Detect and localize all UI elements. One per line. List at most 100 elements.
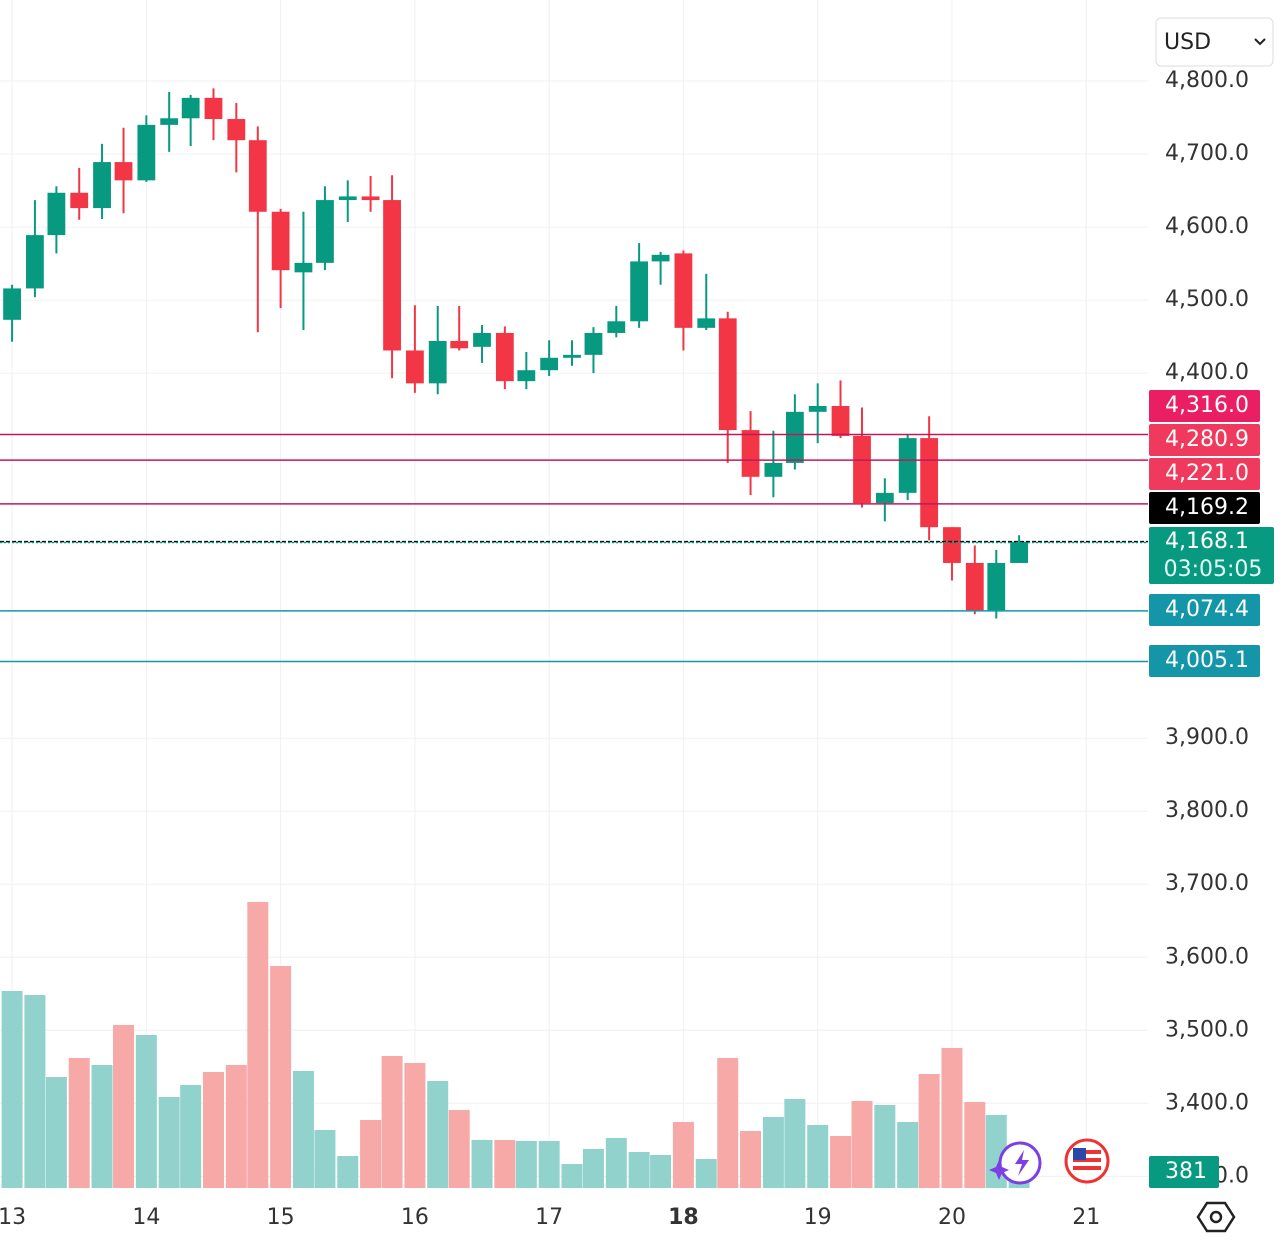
candle-body: [181, 97, 200, 119]
volume-bar: [381, 1055, 403, 1188]
price-line-box: [1149, 424, 1260, 456]
volume-bar: [270, 965, 292, 1188]
candle-body: [898, 438, 917, 493]
candle-body: [294, 262, 313, 273]
volume-label-box: [1149, 1156, 1219, 1188]
currency-select[interactable]: USD: [1155, 17, 1274, 67]
x-tick-label: 19: [804, 1205, 832, 1230]
volume-bar: [404, 1062, 426, 1188]
candle-body: [93, 162, 111, 209]
candle-body: [943, 527, 961, 563]
candle-body: [741, 430, 760, 477]
currency-box[interactable]: [1155, 17, 1274, 67]
y-tick-label: 3,900.0: [1165, 725, 1249, 750]
candle-body: [271, 211, 290, 271]
candle-body: [1010, 542, 1029, 563]
y-tick-label: 3,400.0: [1165, 1090, 1249, 1115]
x-tick-label: 14: [132, 1205, 160, 1230]
price-axis: 3,300.03,400.03,500.03,600.03,700.03,800…: [0, 68, 1274, 1230]
price-line-box: [1149, 594, 1260, 626]
hexagon: [1196, 1201, 1236, 1233]
price-line-label: 4,169.2: [1165, 495, 1249, 520]
candle-body: [630, 261, 649, 322]
candle-body: [450, 340, 469, 349]
volume-bar: [918, 1073, 940, 1188]
candle-body: [47, 192, 66, 236]
price-line-box: [1149, 645, 1260, 677]
volume-bar: [515, 1140, 537, 1188]
volume-bar: [448, 1110, 470, 1188]
y-tick-label: 4,800.0: [1165, 68, 1249, 93]
candles: [3, 88, 1029, 619]
y-tick-label: 4,400.0: [1165, 360, 1249, 385]
candle-body: [473, 332, 491, 347]
volume-bar: [897, 1122, 919, 1188]
candle-body: [495, 332, 514, 382]
candle-body: [137, 124, 156, 181]
volume-bar: [494, 1140, 516, 1188]
volume-bar: [605, 1137, 627, 1188]
volume-bar: [471, 1140, 493, 1188]
volume-bar: [628, 1152, 650, 1188]
price-line-label: 4,005.1: [1165, 648, 1249, 673]
volume-bar: [717, 1057, 739, 1188]
volume-bar: [45, 1077, 67, 1188]
candle-body: [674, 253, 693, 328]
dropdown-arrow: [1254, 38, 1266, 46]
candle-body: [160, 118, 179, 125]
candle-body: [204, 97, 223, 120]
volume-bar: [762, 1117, 784, 1188]
price-line-box: [1149, 390, 1260, 422]
price-line-label: 4,221.0: [1165, 461, 1249, 486]
volume-bar: [180, 1085, 202, 1188]
volume-bar: [695, 1158, 717, 1188]
volume-bar: [113, 1024, 135, 1188]
x-tick-label: 21: [1072, 1205, 1100, 1230]
candle-body: [405, 350, 424, 384]
volume-pane: [1, 902, 1030, 1188]
sparkle: [989, 1160, 1009, 1180]
price-line-label: 4,316.0: [1165, 393, 1249, 418]
x-tick-label: 17: [535, 1205, 563, 1230]
candle-body: [764, 462, 783, 477]
settings-button[interactable]: [1196, 1201, 1236, 1233]
candle-body: [227, 119, 246, 141]
candle-body: [383, 200, 401, 351]
candle-body: [316, 200, 334, 263]
flag-icon[interactable]: [1064, 1138, 1110, 1184]
x-tick-label: 20: [938, 1205, 966, 1230]
y-tick-label: 3,500.0: [1165, 1017, 1249, 1042]
x-tick-label: 18: [668, 1205, 699, 1230]
candle-body: [248, 140, 267, 212]
volume-bar: [650, 1155, 672, 1188]
y-tick-label: 3,600.0: [1165, 944, 1249, 969]
price-line-box: [1149, 458, 1260, 490]
y-tick-label: 4,500.0: [1165, 287, 1249, 312]
volume-bar: [337, 1155, 359, 1188]
volume-bar: [830, 1135, 852, 1188]
volume-bar: [964, 1102, 986, 1188]
price-lines: [0, 433, 1148, 663]
ai-icon[interactable]: [989, 1141, 1042, 1185]
price-line-label: 4,074.4: [1165, 597, 1249, 622]
volume-bar: [941, 1047, 963, 1188]
candle-body: [361, 196, 380, 201]
volume-bar: [292, 1070, 314, 1188]
candle-body: [920, 438, 939, 528]
y-tick-label: 3,800.0: [1165, 798, 1249, 823]
stripe: [1073, 1158, 1101, 1162]
candle-body: [987, 562, 1006, 611]
volume-bar: [784, 1098, 806, 1188]
candle-body: [651, 254, 670, 262]
candle-body: [718, 318, 737, 431]
volume-bar: [360, 1120, 382, 1188]
candle-body: [808, 405, 827, 412]
bolt: [1015, 1150, 1029, 1176]
currency-label: USD: [1164, 30, 1211, 55]
volume-bar: [538, 1140, 560, 1188]
current-price-box: [1149, 527, 1274, 584]
candle-body: [831, 405, 850, 436]
volume-bar: [427, 1080, 449, 1188]
